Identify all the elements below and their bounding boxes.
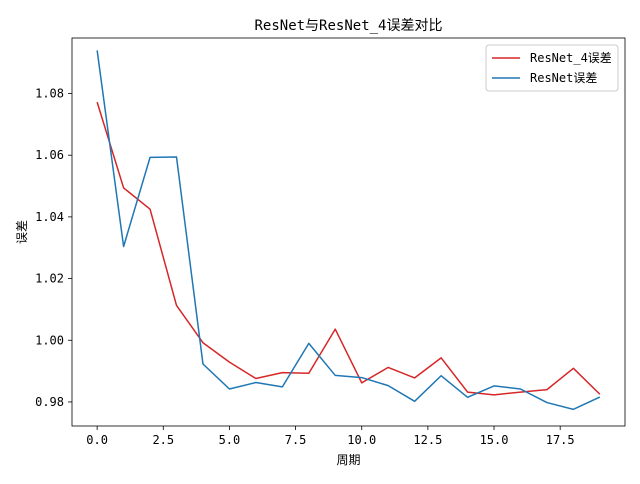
y-tick-label: 1.04 [35, 210, 64, 224]
y-tick-label: 1.00 [35, 333, 64, 347]
axes-frame [71, 37, 626, 427]
x-axis-ticks: 0.0 2.5 5.0 7.5 10.0 12.5 15.0 17.5 [86, 426, 575, 447]
series-line-0 [96, 101, 601, 396]
x-tick-label: 0.0 [86, 433, 108, 447]
y-tick-label: 1.06 [35, 148, 64, 162]
x-tick-label: 17.5 [546, 433, 575, 447]
x-tick-label: 7.5 [285, 433, 307, 447]
y-axis-label: 误差 [15, 220, 29, 244]
series-line-1 [96, 50, 601, 411]
x-tick-label: 10.0 [347, 433, 376, 447]
x-tick-label: 5.0 [219, 433, 241, 447]
series-layer [96, 50, 601, 411]
x-axis-label: 周期 [336, 453, 360, 467]
legend-label-resnet4: ResNet_4误差 [530, 51, 612, 65]
y-tick-label: 0.98 [35, 395, 64, 409]
legend: ResNet_4误差 ResNet误差 [485, 44, 619, 92]
x-tick-label: 2.5 [152, 433, 174, 447]
y-tick-label: 1.02 [35, 272, 64, 286]
y-axis-ticks: 0.98 1.00 1.02 1.04 1.06 1.08 [35, 87, 72, 409]
y-tick-label: 1.08 [35, 87, 64, 101]
legend-box [485, 44, 619, 92]
x-tick-label: 15.0 [480, 433, 509, 447]
plot-background [72, 38, 625, 426]
chart-title: ResNet与ResNet_4误差对比 [254, 18, 442, 34]
x-tick-label: 12.5 [413, 433, 442, 447]
legend-label-resnet: ResNet误差 [530, 71, 597, 85]
